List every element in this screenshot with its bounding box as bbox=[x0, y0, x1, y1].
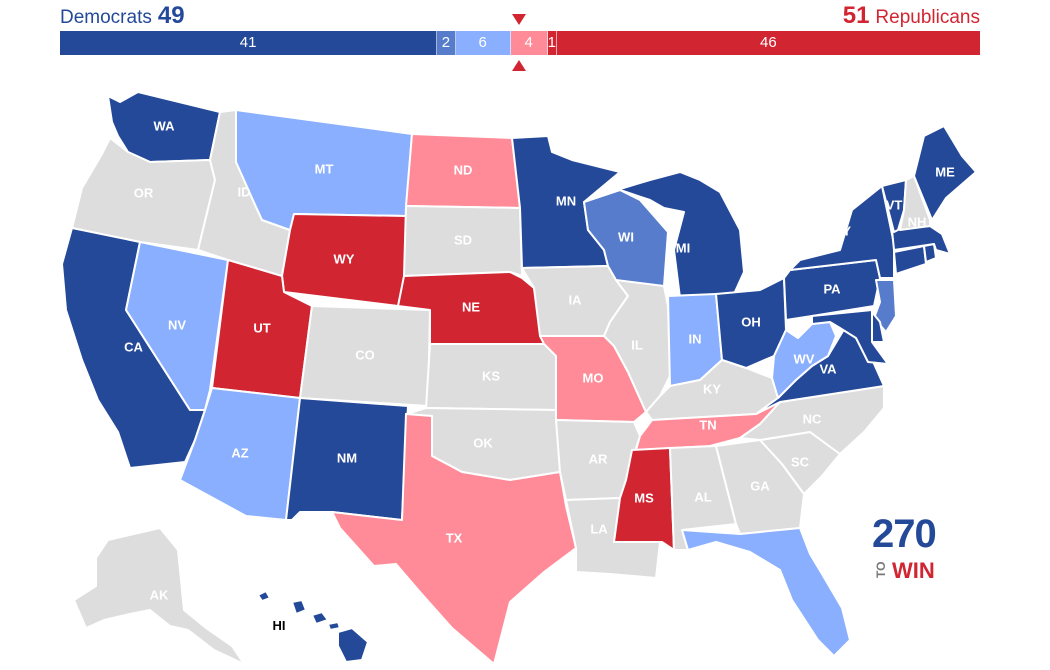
state-label-ks: KS bbox=[482, 368, 500, 383]
bar-segment-safe-rep: 46 bbox=[556, 31, 980, 55]
state-label-nc: NC bbox=[803, 411, 822, 426]
state-label-hi: HI bbox=[273, 618, 286, 633]
state-label-ga: GA bbox=[750, 478, 770, 493]
state-label-va: VA bbox=[819, 361, 837, 376]
state-label-wi: WI bbox=[618, 229, 634, 244]
state-label-nd: ND bbox=[454, 162, 473, 177]
state-label-ak: AK bbox=[150, 587, 169, 602]
state-labels-layer: WA OR CA NV ID MT WY UT AZ CO NM ND SD NE KS OK TX MN IA MO… bbox=[124, 118, 955, 633]
state-label-ca: CA bbox=[124, 339, 143, 354]
state-label-il: IL bbox=[631, 337, 643, 352]
state-label-la: LA bbox=[590, 521, 608, 536]
republicans-total: 51 Republicans bbox=[837, 3, 980, 31]
state-label-wa: WA bbox=[154, 118, 176, 133]
state-label-mi: MI bbox=[676, 240, 690, 255]
seat-balance-bar: 41 2 6 4 1 46 bbox=[60, 31, 980, 55]
state-label-nv: NV bbox=[168, 317, 186, 332]
state-label-ky: KY bbox=[703, 381, 721, 396]
state-label-vt: VT bbox=[886, 197, 903, 212]
state-label-wy: WY bbox=[334, 251, 355, 266]
state-label-wv: WV bbox=[794, 351, 815, 366]
state-md[interactable] bbox=[811, 309, 889, 365]
state-label-mn: MN bbox=[556, 193, 576, 208]
democrats-total: Democrats 49 bbox=[60, 3, 191, 31]
majority-marker-bottom-icon bbox=[512, 60, 526, 71]
state-label-nh: NH bbox=[908, 214, 927, 229]
state-label-in: IN bbox=[689, 331, 702, 346]
state-label-ar: AR bbox=[589, 451, 608, 466]
state-label-mt: MT bbox=[315, 161, 334, 176]
state-label-ok: OK bbox=[473, 435, 493, 450]
state-label-ia: IA bbox=[569, 292, 583, 307]
logo-win: WIN bbox=[892, 558, 935, 583]
republicans-seat-count: 51 bbox=[842, 2, 870, 29]
state-label-id: ID bbox=[238, 184, 251, 199]
logo-to: TO bbox=[874, 561, 888, 578]
state-label-oh: OH bbox=[741, 314, 761, 329]
bar-segment-likely-rep: 1 bbox=[547, 31, 557, 55]
state-label-mo: MO bbox=[583, 370, 604, 385]
state-label-nm: NM bbox=[337, 450, 357, 465]
bar-segment-safe-dem: 41 bbox=[60, 31, 438, 55]
state-label-or: OR bbox=[134, 185, 154, 200]
state-wv[interactable] bbox=[771, 321, 837, 399]
senate-forecast-header: Democrats 49 51 Republicans 41 2 6 4 1 46 bbox=[0, 0, 1050, 80]
state-label-ms: MS bbox=[634, 490, 654, 505]
state-ny[interactable] bbox=[789, 185, 895, 279]
state-me[interactable] bbox=[913, 125, 977, 221]
states-layer bbox=[61, 91, 977, 665]
state-label-az: AZ bbox=[231, 445, 248, 460]
us-senate-map: WA OR CA NV ID MT WY UT AZ CO NM ND SD NE KS OK TX MN IA MO… bbox=[61, 91, 977, 665]
state-label-fl: FL bbox=[772, 601, 788, 616]
state-label-ne: NE bbox=[462, 299, 480, 314]
logo-number: 270 bbox=[872, 512, 937, 556]
democrats-label: Democrats bbox=[60, 7, 152, 28]
state-label-tn: TN bbox=[699, 417, 716, 432]
state-fl[interactable] bbox=[681, 527, 851, 657]
state-label-co: CO bbox=[355, 347, 375, 362]
state-tx[interactable] bbox=[331, 413, 577, 665]
democrats-seat-count: 49 bbox=[157, 2, 185, 29]
bar-segment-leans-rep: 4 bbox=[510, 31, 548, 55]
state-hi[interactable] bbox=[257, 590, 369, 663]
state-label-tx: TX bbox=[446, 530, 463, 545]
republicans-label: Republicans bbox=[875, 7, 980, 28]
state-nj[interactable] bbox=[873, 279, 897, 333]
state-label-ny: NY bbox=[833, 223, 851, 238]
majority-marker-top-icon bbox=[512, 14, 526, 25]
bar-segment-likely-dem: 2 bbox=[437, 31, 456, 55]
bar-segment-leans-dem: 6 bbox=[455, 31, 511, 55]
state-label-pa: PA bbox=[823, 281, 841, 296]
state-ma[interactable] bbox=[891, 225, 951, 255]
state-nc[interactable] bbox=[739, 385, 885, 455]
state-label-ut: UT bbox=[253, 320, 270, 335]
state-label-sc: SC bbox=[791, 454, 810, 469]
state-label-al: AL bbox=[694, 489, 711, 504]
state-label-me: ME bbox=[935, 164, 955, 179]
270towin-logo: 270 TO WIN bbox=[870, 512, 950, 586]
state-ak[interactable] bbox=[73, 527, 245, 665]
state-label-sd: SD bbox=[454, 232, 472, 247]
